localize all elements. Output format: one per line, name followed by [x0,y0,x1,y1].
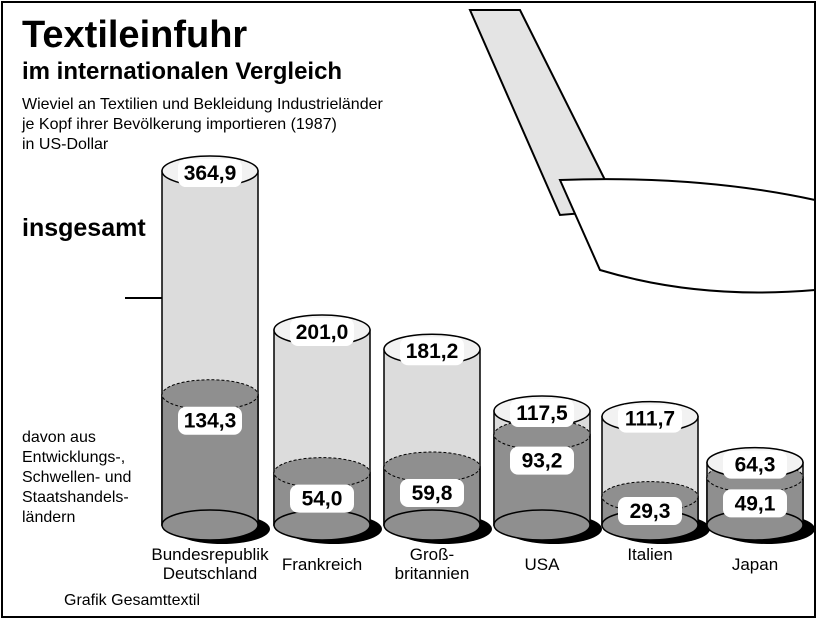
value-label: 364,9 [184,162,237,185]
share-top [384,452,480,482]
share-top [274,458,370,488]
legend-share: davon aus Entwicklungs-, Schwellen- und … [22,428,131,528]
value-label: 93,2 [522,450,563,473]
value-label: 201,0 [296,321,349,344]
source: Grafik Gesamttextil [64,592,200,610]
legend-total: insgesamt [22,214,146,243]
description: Wieviel an Textilien und Bekleidung Indu… [22,95,383,155]
value-label: 117,5 [516,402,568,425]
value-label: 181,2 [406,340,459,363]
bar-bottom [274,510,370,540]
bar-bottom [162,510,258,540]
chart-subtitle: im internationalen Vergleich [22,58,342,86]
value-label: 59,8 [412,482,453,505]
plane-body [560,179,815,292]
x-tick-label: Bundesrepublik Deutschland [145,545,275,583]
chart: 364,9 134,3 201,0 54,0 181,2 59,8 117,5 93,2 111… [0,0,817,619]
value-label: 54,0 [302,488,343,511]
bar-bottom [384,510,480,540]
value-label: 134,3 [184,410,237,433]
share-top [162,380,258,410]
value-label: 64,3 [735,454,776,477]
bar-bottom [494,510,590,540]
value-label: 111,7 [625,408,675,431]
value-label: 29,3 [630,500,671,523]
x-tick-label: Japan [690,555,817,574]
chart-title: Textileinfuhr [22,14,247,57]
value-label: 49,1 [735,492,776,515]
